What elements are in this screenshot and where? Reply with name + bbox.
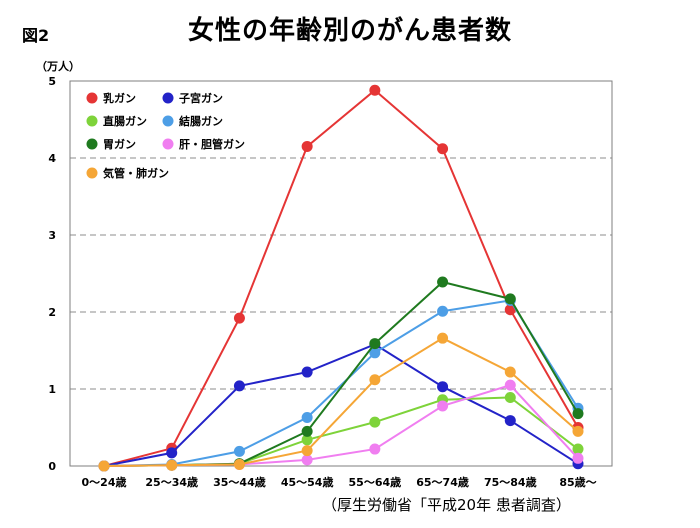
data-point — [301, 425, 313, 437]
data-point — [369, 443, 381, 455]
series-line — [103, 299, 579, 467]
data-point — [369, 84, 381, 96]
legend-item: 乳ガン — [86, 91, 136, 105]
data-point — [437, 276, 449, 288]
data-point — [504, 391, 516, 403]
axes — [69, 80, 613, 467]
legend-label: 胃ガン — [103, 137, 136, 151]
legend-item: 結腸ガン — [162, 114, 223, 128]
x-tick-label: 35〜44歳 — [213, 475, 266, 489]
grid-lines — [70, 157, 612, 390]
legend-item: 肝・胆管ガン — [162, 137, 245, 151]
figure-label: 図2 — [22, 26, 50, 45]
legend-label: 肝・胆管ガン — [179, 137, 245, 151]
data-point — [504, 415, 516, 427]
legend-label: 結腸ガン — [179, 114, 223, 128]
x-tick-label: 55〜64歳 — [349, 475, 402, 489]
data-point — [166, 447, 178, 459]
data-point — [437, 381, 449, 393]
data-point — [301, 140, 313, 152]
data-point — [233, 458, 245, 470]
data-point — [369, 347, 381, 359]
y-tick-label: 2 — [48, 306, 56, 319]
legend-label: 乳ガン — [103, 91, 136, 105]
data-point — [233, 445, 245, 457]
series-line — [103, 343, 579, 467]
legend-label: 直腸ガン — [103, 114, 147, 128]
source-note: （厚生労働省「平成20年 患者調査） — [322, 496, 571, 514]
data-point — [233, 380, 245, 392]
data-point — [301, 366, 313, 378]
y-tick-label: 0 — [48, 460, 56, 473]
series-6 — [98, 332, 584, 472]
series-1 — [98, 338, 584, 472]
data-point — [504, 304, 516, 316]
data-point — [301, 434, 313, 446]
series-line — [103, 337, 579, 467]
legend-label: 気管・肺ガン — [103, 166, 169, 180]
legend-marker — [86, 167, 98, 179]
data-point — [572, 408, 584, 420]
data-point — [437, 400, 449, 412]
legend-item: 胃ガン — [86, 137, 136, 151]
legend-marker — [162, 115, 174, 127]
series-line — [103, 88, 579, 467]
x-tick-label: 85歳〜 — [559, 475, 596, 489]
legend-label: 子宮ガン — [179, 91, 223, 105]
data-point — [437, 332, 449, 344]
data-point — [504, 366, 516, 378]
chart-title: 女性の年齢別のがん患者数 — [187, 16, 512, 46]
data-point — [369, 338, 381, 350]
legend-marker — [86, 92, 98, 104]
y-tick-labels: 0 1 2 3 4 5 — [48, 75, 56, 473]
x-tick-labels: 0〜24歳 25〜34歳 35〜44歳 45〜54歳 55〜64歳 65〜74歳 75〜84… — [82, 475, 597, 489]
x-tick-label: 65〜74歳 — [416, 475, 469, 489]
data-point — [572, 425, 584, 437]
data-point — [233, 312, 245, 324]
data-point — [572, 443, 584, 455]
y-tick-label: 5 — [48, 75, 56, 88]
data-point — [98, 460, 110, 472]
legend-item: 気管・肺ガン — [86, 166, 169, 180]
data-point — [166, 459, 178, 471]
series-group — [98, 84, 584, 472]
y-tick-label: 1 — [48, 383, 56, 396]
data-point — [437, 143, 449, 155]
legend-item: 子宮ガン — [162, 91, 223, 105]
data-point — [301, 411, 313, 423]
x-tick-label: 0〜24歳 — [82, 475, 127, 489]
y-tick-label: 3 — [48, 229, 56, 242]
data-point — [369, 374, 381, 386]
legend-item: 直腸ガン — [86, 114, 147, 128]
data-point — [369, 416, 381, 428]
legend-marker — [86, 138, 98, 150]
data-point — [504, 293, 516, 305]
legend-marker — [162, 138, 174, 150]
data-point — [504, 379, 516, 391]
x-tick-label: 45〜54歳 — [281, 475, 334, 489]
plot-frame — [69, 80, 613, 467]
x-tick-label: 75〜84歳 — [484, 475, 537, 489]
legend-marker — [86, 115, 98, 127]
data-point — [572, 452, 584, 464]
legend-marker — [162, 92, 174, 104]
x-tick-label: 25〜34歳 — [145, 475, 198, 489]
data-point — [301, 454, 313, 466]
data-point — [301, 445, 313, 457]
y-axis-unit-label: （万人） — [36, 60, 80, 73]
data-point — [437, 305, 449, 317]
y-tick-label: 4 — [48, 152, 56, 165]
